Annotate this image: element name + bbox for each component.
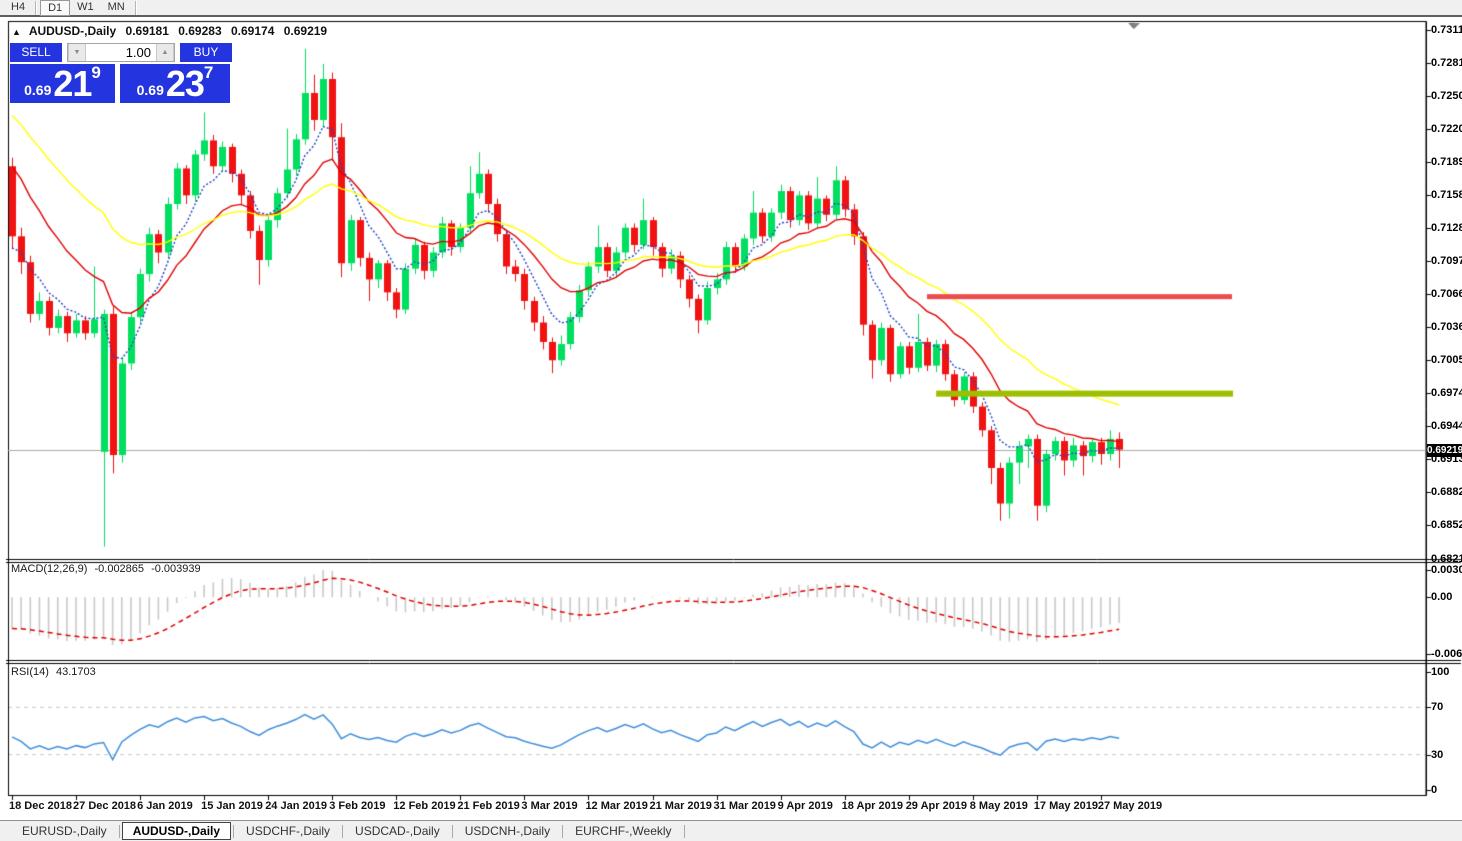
tab-usdchf[interactable]: USDCHF-,Daily <box>246 824 331 838</box>
rsi-indicator-label: RSI(14) 43.1703 <box>11 666 100 678</box>
tab-usdcnh[interactable]: USDCNH-,Daily <box>464 824 551 838</box>
timeframe-toolbar: H4 D1 W1 MN <box>0 0 1462 17</box>
volume-spinner: ▼ 1.00 ▲ <box>67 43 175 62</box>
buy-price-button[interactable]: 0.69 23 7 <box>120 64 230 103</box>
macd-name: MACD(12,26,9) <box>11 563 88 575</box>
tab-eurusd[interactable]: EURUSD-,Daily <box>22 824 107 838</box>
volume-decrease-icon[interactable]: ▼ <box>68 44 86 61</box>
tab-separator <box>233 824 235 838</box>
tab-usdcad[interactable]: USDCAD-,Daily <box>355 824 440 838</box>
tab-separator <box>451 824 453 838</box>
ohlc-close: 0.69219 <box>283 24 328 38</box>
ohlc-high: 0.69283 <box>178 24 222 38</box>
buy-price-pip: 7 <box>203 63 214 82</box>
buy-price-main: 23 <box>165 63 205 104</box>
timeframe-button-h4[interactable]: H4 <box>11 1 26 13</box>
tab-eurchf[interactable]: EURCHF-,Weekly <box>575 824 672 838</box>
rsi-name: RSI(14) <box>11 666 49 678</box>
macd-signal-value: -0.003939 <box>151 563 201 575</box>
tab-audusd[interactable]: AUDUSD-,Daily <box>121 822 232 840</box>
macd-value: -0.002865 <box>94 563 145 575</box>
tab-separator <box>683 824 685 838</box>
toolbar-separator <box>35 0 38 15</box>
chart-title: ▲ AUDUSD-,Daily 0.69181 0.69283 0.69174 … <box>12 24 333 38</box>
volume-increase-icon[interactable]: ▲ <box>156 44 174 61</box>
ohlc-low: 0.69174 <box>230 24 275 38</box>
sell-price-pip: 9 <box>91 63 101 82</box>
tab-separator <box>342 824 344 838</box>
current-price-tag: 0.69219 <box>1427 444 1462 457</box>
chart-tabs-bar: EURUSD-,Daily AUDUSD-,Daily USDCHF-,Dail… <box>0 820 1462 841</box>
timeframe-button-d1[interactable]: D1 <box>40 0 71 16</box>
collapse-arrow-icon[interactable]: ▲ <box>12 27 21 37</box>
sell-button[interactable]: SELL <box>10 43 62 62</box>
volume-input[interactable]: 1.00 <box>125 45 151 60</box>
tab-separator <box>118 824 120 838</box>
macd-indicator-label: MACD(12,26,9) -0.002865 -0.003939 <box>11 563 205 575</box>
sell-price-button[interactable]: 0.69 21 9 <box>10 64 115 103</box>
chart-shift-marker-icon[interactable]: ▼ <box>1128 20 1137 30</box>
ohlc-open: 0.69181 <box>125 24 169 38</box>
buy-button[interactable]: BUY <box>180 43 232 62</box>
sell-price-main: 21 <box>53 63 92 104</box>
buy-price-prefix: 0.69 <box>136 82 164 98</box>
timeframe-button-mn[interactable]: MN <box>107 1 125 13</box>
timeframe-button-w1[interactable]: W1 <box>77 1 94 13</box>
chart-symbol: AUDUSD-,Daily <box>28 24 117 38</box>
one-click-trading-panel: SELL ▼ 1.00 ▲ BUY 0.69 21 9 0.69 23 7 <box>10 43 232 103</box>
sell-price-prefix: 0.69 <box>24 82 52 98</box>
toolbar-separator <box>134 0 137 15</box>
rsi-value: 43.1703 <box>55 666 96 678</box>
tab-separator <box>562 824 564 838</box>
